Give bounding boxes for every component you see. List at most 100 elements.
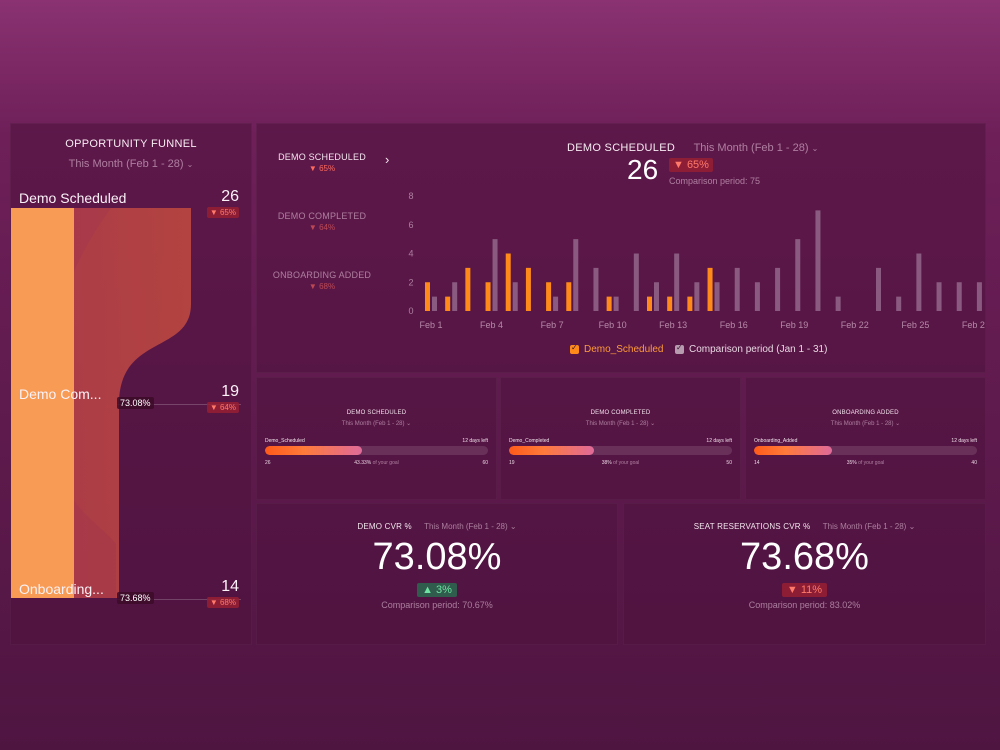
bar-demo-scheduled[interactable]: [566, 282, 572, 311]
goal-footer: 19 38% of your goal 50: [509, 460, 732, 466]
bar-comparison[interactable]: [694, 282, 700, 311]
side-item-demo-scheduled[interactable]: DEMO SCHEDULED ▼ 65%: [257, 152, 387, 173]
bar-demo-scheduled[interactable]: [647, 296, 652, 311]
goal-current: 19: [509, 460, 515, 466]
chevron-down-icon: ⌄: [908, 522, 916, 531]
bar-comparison[interactable]: [654, 282, 659, 311]
bar-comparison[interactable]: [432, 296, 437, 311]
goal-period-selector[interactable]: This Month (Feb 1 - 28) ⌄: [501, 420, 740, 427]
bar-comparison[interactable]: [896, 296, 902, 311]
stage-change-onboarding: ▼ 68%: [206, 597, 239, 608]
cvr-title: DEMO CVR %: [357, 522, 412, 531]
bar-comparison[interactable]: [876, 267, 881, 311]
bar-demo-scheduled[interactable]: [707, 267, 713, 311]
goal-of-goal: of your goal: [858, 460, 885, 466]
legend-label: Demo_Scheduled: [584, 344, 664, 355]
chevron-right-icon[interactable]: ›: [385, 152, 390, 167]
side-item-demo-completed[interactable]: DEMO COMPLETED ▼ 64%: [257, 211, 387, 232]
chevron-down-icon: ⌄: [650, 421, 656, 427]
bar-comparison[interactable]: [916, 253, 922, 312]
goal-row: Demo_Scheduled 12 days left: [265, 438, 488, 444]
bar-comparison[interactable]: [775, 267, 781, 311]
cvr-period-selector[interactable]: This Month (Feb 1 - 28) ⌄: [424, 522, 517, 531]
bar-demo-scheduled[interactable]: [505, 253, 511, 312]
stage-change-demo-completed: ▼ 64%: [206, 402, 239, 413]
goal-title: ONBOARDING ADDED: [832, 410, 899, 416]
bar-demo-scheduled[interactable]: [445, 296, 451, 311]
goal-progress-fill: [754, 446, 833, 455]
bar-demo-scheduled[interactable]: [525, 267, 531, 311]
bar-comparison[interactable]: [734, 267, 740, 311]
conversion-demo-completed: 73.08%: [117, 397, 154, 409]
goal-target: 40: [971, 460, 977, 466]
cvr-period-label: This Month (Feb 1 - 28): [822, 522, 907, 531]
bar-comparison[interactable]: [795, 239, 801, 311]
goal-period-selector[interactable]: This Month (Feb 1 - 28) ⌄: [746, 420, 985, 427]
goal-row: Onboarding_Added 12 days left: [754, 438, 977, 444]
side-item-onboarding-added[interactable]: ONBOARDING ADDED ▼ 68%: [257, 270, 387, 291]
checkbox-icon: [570, 343, 579, 354]
funnel-period-label: This Month (Feb 1 - 28): [68, 158, 184, 170]
cvr-period-label: This Month (Feb 1 - 28): [424, 522, 508, 531]
goal-panel-demo-completed: DEMO COMPLETED This Month (Feb 1 - 28) ⌄…: [500, 377, 741, 500]
bar-comparison[interactable]: [835, 296, 841, 311]
cvr-change-badge: ▲ 3%: [417, 583, 457, 597]
x-tick-label: Feb 19: [780, 320, 808, 330]
chart-period-selector[interactable]: This Month (Feb 1 - 28) ⌄: [694, 142, 819, 154]
goal-progress-fill: [509, 446, 594, 455]
bar-comparison[interactable]: [976, 282, 982, 311]
chevron-down-icon: ⌄: [811, 144, 819, 153]
chart-comparison-text: Comparison period: 75: [669, 176, 761, 186]
x-tick-label: Feb 4: [480, 320, 503, 330]
bar-demo-scheduled[interactable]: [546, 282, 552, 311]
bar-comparison[interactable]: [593, 267, 599, 311]
stage-change-demo-scheduled: ▼ 65%: [206, 207, 239, 218]
legend-item-demo-scheduled[interactable]: Demo_Scheduled: [570, 343, 664, 355]
bar-comparison[interactable]: [553, 296, 559, 311]
cvr-value: 73.08%: [372, 536, 502, 578]
legend-item-comparison[interactable]: Comparison period (Jan 1 - 31): [675, 343, 827, 355]
bar-demo-scheduled[interactable]: [606, 296, 612, 311]
bar-comparison[interactable]: [573, 239, 579, 311]
cvr-comparison: Comparison period: 83.02%: [748, 600, 861, 610]
side-item-change: ▼ 64%: [308, 223, 336, 232]
chart-period-label: This Month (Feb 1 - 28): [693, 142, 809, 154]
goal-progress-track: [265, 446, 488, 455]
bar-chart: 0 2 4 6 8 Feb 1 Feb 4 Feb 7 Feb 10 Feb 13 Feb 16 Fe…: [408, 191, 985, 330]
bar-demo-scheduled[interactable]: [667, 296, 673, 311]
goal-progress-track: [509, 446, 732, 455]
bar-comparison[interactable]: [754, 282, 760, 311]
demo-scheduled-chart-panel: DEMO SCHEDULED ▼ 65% › DEMO COMPLETED ▼ …: [256, 123, 986, 373]
bar-comparison[interactable]: [714, 282, 720, 311]
bar-comparison[interactable]: [452, 282, 458, 311]
bar-comparison[interactable]: [633, 253, 639, 312]
checkbox-icon: [675, 343, 684, 354]
goal-period-label: This Month (Feb 1 - 28): [585, 421, 649, 427]
goal-days-left: 12 days left: [951, 438, 977, 444]
bar-comparison[interactable]: [674, 253, 680, 312]
goal-footer: 26 43.33% of your goal 60: [265, 460, 488, 466]
bar-comparison[interactable]: [936, 282, 942, 311]
funnel-period-selector[interactable]: This Month (Feb 1 - 28) ⌄: [11, 158, 251, 170]
goal-current: 14: [754, 460, 760, 466]
bar-comparison[interactable]: [492, 239, 498, 311]
cvr-period-selector[interactable]: This Month (Feb 1 - 28) ⌄: [823, 522, 916, 531]
chart-value: 26: [627, 154, 659, 185]
side-item-change: ▼ 65%: [308, 164, 336, 173]
stage-value-onboarding: 14: [221, 578, 239, 595]
goal-period-label: This Month (Feb 1 - 28): [341, 421, 405, 427]
cvr-value: 73.68%: [740, 536, 869, 578]
goal-percent: 43.33%: [354, 460, 372, 466]
goal-period-selector[interactable]: This Month (Feb 1 - 28) ⌄: [257, 420, 496, 427]
bar-comparison[interactable]: [815, 210, 821, 311]
bar-comparison[interactable]: [613, 296, 619, 311]
bar-comparison[interactable]: [512, 282, 518, 311]
bar-demo-scheduled[interactable]: [485, 282, 491, 311]
funnel-graphic: [11, 208, 191, 598]
bar-demo-scheduled[interactable]: [425, 282, 430, 311]
y-tick-label: 6: [408, 220, 413, 230]
bar-demo-scheduled[interactable]: [687, 296, 693, 311]
stage-value-demo-scheduled: 26: [221, 188, 239, 205]
bar-comparison[interactable]: [956, 282, 962, 311]
bar-demo-scheduled[interactable]: [465, 267, 471, 311]
